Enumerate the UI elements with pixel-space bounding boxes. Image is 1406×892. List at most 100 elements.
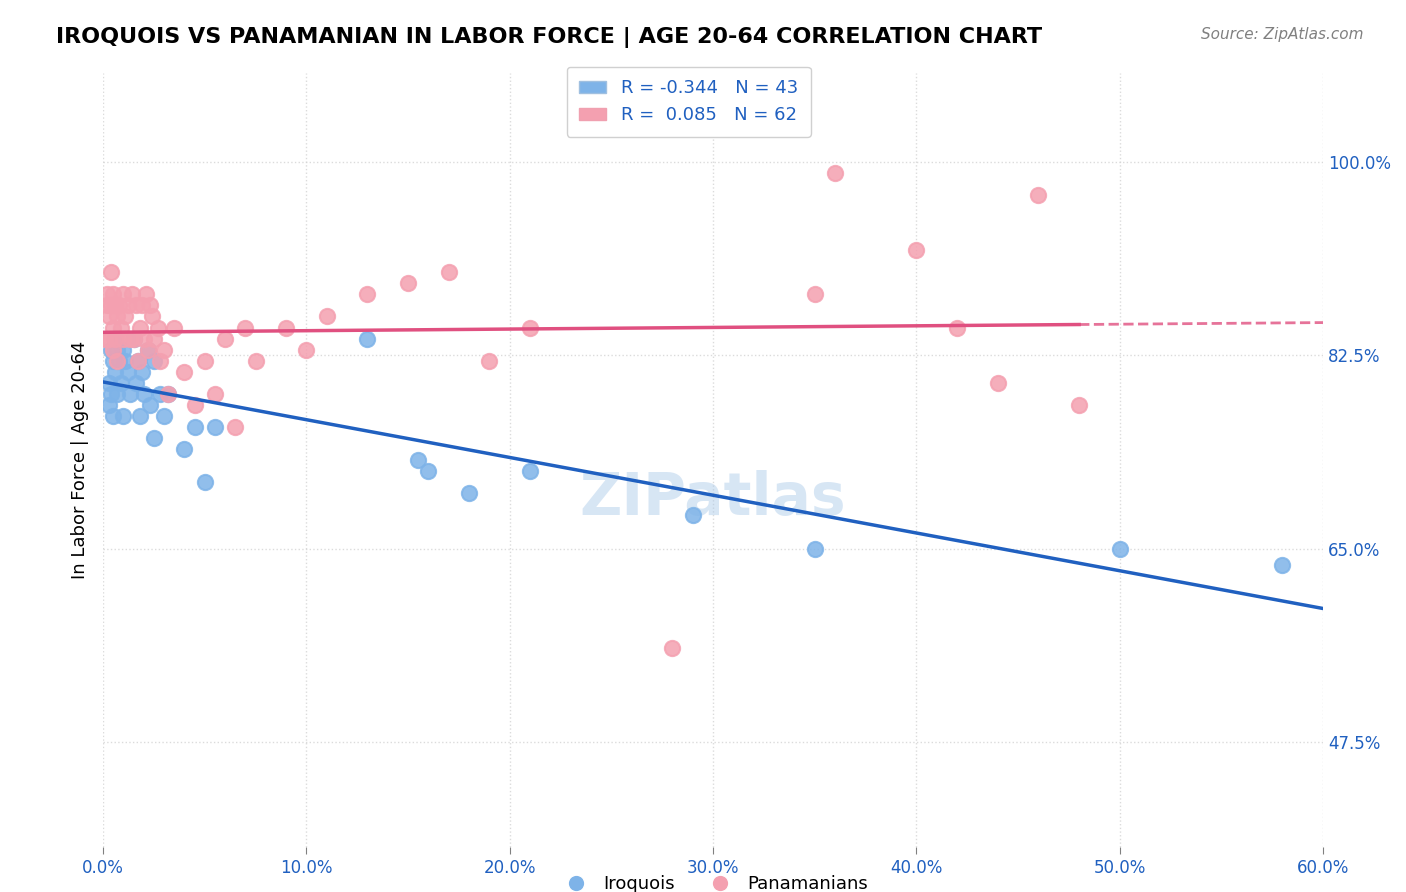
Point xyxy=(987,376,1010,390)
Point xyxy=(946,320,969,334)
Point xyxy=(112,343,135,357)
Point xyxy=(173,365,195,379)
Point xyxy=(194,475,217,490)
Point xyxy=(905,243,928,257)
Point xyxy=(105,343,128,357)
Point xyxy=(136,343,159,357)
Point xyxy=(131,298,153,312)
Text: Source: ZipAtlas.com: Source: ZipAtlas.com xyxy=(1201,27,1364,42)
Point xyxy=(103,287,125,301)
Point xyxy=(124,298,146,312)
Point xyxy=(519,464,541,478)
Point xyxy=(135,287,157,301)
Point xyxy=(96,287,118,301)
Point xyxy=(356,287,378,301)
Point xyxy=(118,387,141,401)
Point xyxy=(114,353,136,368)
Point xyxy=(100,265,122,279)
Point xyxy=(103,409,125,423)
Point xyxy=(105,387,128,401)
Point xyxy=(235,320,257,334)
Point xyxy=(437,265,460,279)
Point xyxy=(804,541,827,556)
Point xyxy=(103,353,125,368)
Point xyxy=(117,365,139,379)
Point xyxy=(143,353,166,368)
Point xyxy=(157,387,180,401)
Point xyxy=(458,486,481,500)
Point xyxy=(143,332,166,346)
Point xyxy=(183,420,205,434)
Point xyxy=(105,310,128,324)
Point xyxy=(112,332,135,346)
Point xyxy=(96,298,118,312)
Point xyxy=(1069,398,1091,412)
Point xyxy=(103,343,125,357)
Point xyxy=(276,320,298,334)
Point xyxy=(110,376,132,390)
Point xyxy=(356,332,378,346)
Point xyxy=(824,166,846,180)
Point xyxy=(108,353,131,368)
Point xyxy=(418,464,440,478)
Point xyxy=(163,320,186,334)
Point xyxy=(224,420,246,434)
Point xyxy=(153,343,176,357)
Point xyxy=(143,431,166,445)
Point xyxy=(149,353,172,368)
Point xyxy=(118,332,141,346)
Point xyxy=(396,277,419,291)
Point xyxy=(661,641,683,656)
Point xyxy=(804,287,827,301)
Point xyxy=(157,387,180,401)
Point xyxy=(121,287,143,301)
Point xyxy=(98,398,121,412)
Point xyxy=(112,409,135,423)
Point xyxy=(478,353,501,368)
Point xyxy=(1108,541,1130,556)
Point xyxy=(295,343,318,357)
Text: ZIPatlas: ZIPatlas xyxy=(579,470,846,527)
Point xyxy=(214,332,236,346)
Point xyxy=(131,365,153,379)
Point xyxy=(132,332,155,346)
Point xyxy=(682,508,704,523)
Point xyxy=(94,332,117,346)
Point xyxy=(141,310,163,324)
Point xyxy=(204,387,226,401)
Point xyxy=(124,376,146,390)
Point xyxy=(112,287,135,301)
Point xyxy=(110,320,132,334)
Point xyxy=(146,320,169,334)
Point xyxy=(153,409,176,423)
Point xyxy=(100,343,122,357)
Point xyxy=(98,376,121,390)
Point xyxy=(245,353,267,368)
Point xyxy=(139,398,162,412)
Point xyxy=(122,332,145,346)
Point xyxy=(1271,558,1294,573)
Point xyxy=(1028,187,1050,202)
Point xyxy=(136,343,159,357)
Legend: Iroquois, Panamanians: Iroquois, Panamanians xyxy=(551,868,875,892)
Point xyxy=(408,453,430,467)
Point xyxy=(104,332,127,346)
Point xyxy=(104,298,127,312)
Point xyxy=(173,442,195,457)
Point xyxy=(104,332,127,346)
Point xyxy=(104,365,127,379)
Point xyxy=(183,398,205,412)
Point xyxy=(315,310,337,324)
Point xyxy=(139,298,162,312)
Point xyxy=(117,298,139,312)
Text: IROQUOIS VS PANAMANIAN IN LABOR FORCE | AGE 20-64 CORRELATION CHART: IROQUOIS VS PANAMANIAN IN LABOR FORCE | … xyxy=(56,27,1042,48)
Point xyxy=(98,310,121,324)
Point xyxy=(127,353,149,368)
Point xyxy=(103,320,125,334)
Point xyxy=(98,332,121,346)
Point xyxy=(204,420,226,434)
Y-axis label: In Labor Force | Age 20-64: In Labor Force | Age 20-64 xyxy=(72,341,89,579)
Point xyxy=(114,310,136,324)
Point xyxy=(100,387,122,401)
Point xyxy=(127,353,149,368)
